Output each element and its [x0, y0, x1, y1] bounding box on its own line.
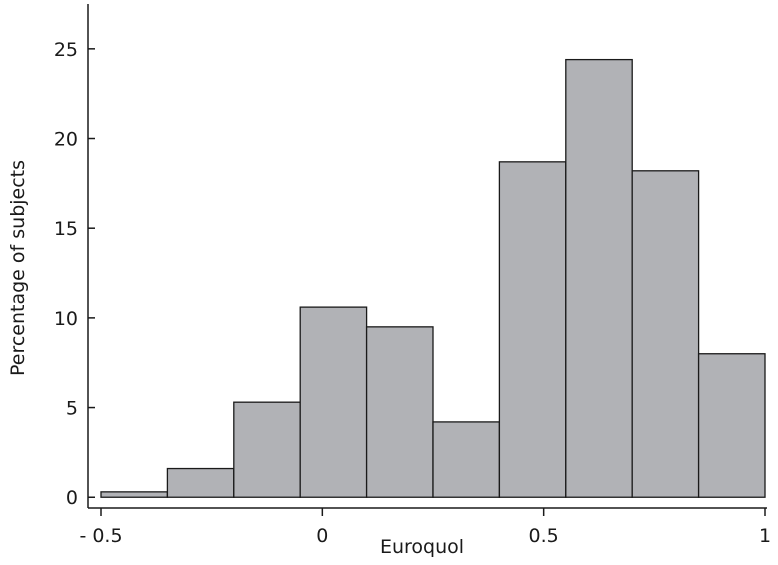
- histogram-bar-8: [565, 58, 633, 498]
- x-tick-label-2: 0: [316, 525, 328, 547]
- x-axis-title: Euroquol: [380, 536, 464, 558]
- x-tick-label-1: - 0.5: [79, 525, 122, 547]
- histogram-bar-6: [432, 421, 501, 498]
- y-tick-label-20: 20: [54, 129, 78, 151]
- histogram-bar-5: [365, 326, 434, 498]
- y-axis-title: Percentage of subjects: [7, 160, 29, 376]
- x-tick-label-4: 1: [759, 525, 771, 547]
- histogram-bar-1: [100, 491, 169, 498]
- x-tick-label-3: 0.5: [529, 525, 559, 547]
- bars-layer: [100, 58, 766, 498]
- y-tick-label-15: 15: [54, 218, 78, 240]
- y-tick-label-5: 5: [66, 398, 78, 420]
- histogram-bar-9: [631, 170, 700, 498]
- y-tick-label-10: 10: [54, 308, 78, 330]
- y-tick-label-0: 0: [66, 487, 78, 509]
- axes-layer: [87, 4, 767, 516]
- y-tick-label-25: 25: [54, 39, 78, 61]
- histogram-bar-2: [166, 467, 235, 498]
- histogram-bar-10: [697, 353, 766, 498]
- histogram-bar-3: [233, 401, 301, 498]
- histogram-bar-7: [498, 161, 567, 498]
- histogram-bar-4: [299, 306, 368, 498]
